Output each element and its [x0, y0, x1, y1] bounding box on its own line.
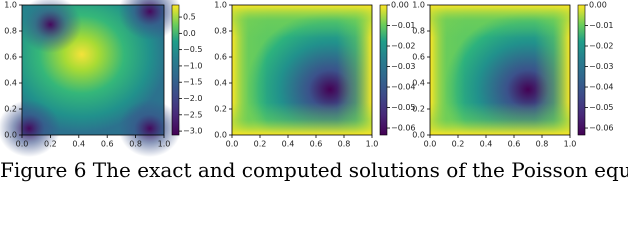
y-tick-label: 0.2 — [412, 105, 425, 114]
y-tick-label: 0.4 — [412, 79, 425, 88]
page: {"chart_data": [ {"type": "heatmap", "st… — [0, 0, 628, 182]
colorbar-tick-label: −0.05 — [391, 103, 416, 112]
x-tick-label: 0.8 — [536, 140, 549, 149]
y-tick-label: 0.8 — [412, 27, 425, 36]
y-tick-label: 0.0 — [214, 131, 227, 140]
x-tick-label: 0.6 — [101, 140, 114, 149]
colorbar-tick-label: −2.5 — [183, 110, 202, 119]
colorbar-tick-label: −0.5 — [183, 45, 202, 54]
x-tick-label: 0.4 — [72, 140, 85, 149]
axes-frame — [231, 4, 373, 136]
colorbar-tick-label: −0.01 — [589, 21, 614, 30]
colorbar-tick-label: −0.05 — [589, 103, 614, 112]
axes-frame — [21, 4, 165, 136]
y-tick-label: 0.0 — [412, 131, 425, 140]
colorbar — [171, 4, 180, 136]
x-tick-label: 0.8 — [338, 140, 351, 149]
colorbar-tick-label: −0.02 — [391, 42, 416, 51]
x-tick-label: 1.0 — [564, 140, 577, 149]
colorbar-tick-label: −0.03 — [391, 62, 416, 71]
y-tick-label: 0.6 — [4, 53, 17, 62]
x-tick-label: 0.2 — [452, 140, 465, 149]
colorbar-tick-label: −0.04 — [391, 83, 416, 92]
caption: Figure 6 The exact and computed solution… — [0, 158, 628, 182]
x-tick-label: 0.6 — [310, 140, 323, 149]
y-tick-label: 0.4 — [4, 79, 17, 88]
colorbar-tick-label: −0.02 — [589, 42, 614, 51]
heatmap-edge — [232, 5, 372, 135]
y-tick-label: 0.2 — [214, 105, 227, 114]
x-tick-label: 0.8 — [129, 140, 142, 149]
x-tick-label: 0.0 — [16, 140, 29, 149]
y-tick-label: 0.4 — [214, 79, 227, 88]
colorbar-tick-label: −0.04 — [589, 83, 614, 92]
axes-frame — [429, 4, 571, 136]
colorbar-tick-label: −0.03 — [589, 62, 614, 71]
y-tick-label: 0.8 — [214, 27, 227, 36]
colorbar-tick-label: 0.00 — [391, 1, 409, 10]
colorbar — [379, 4, 388, 136]
heatmap-shade — [19, 0, 82, 54]
figure: 0.0 0.2 0.4 0.6 0.8 1.0 0.0 0.2 0.4 0.6 0.8 1.0 0.5 0… — [0, 0, 614, 158]
colorbar-tick-label: −1.0 — [183, 61, 202, 70]
x-tick-label: 0.0 — [226, 140, 239, 149]
y-tick-label: 0.0 — [4, 131, 17, 140]
colorbar-tick-label: −1.5 — [183, 78, 202, 87]
colorbar-tick-label: −2.0 — [183, 94, 202, 103]
y-tick-label: 0.6 — [412, 53, 425, 62]
x-tick-label: 0.4 — [480, 140, 493, 149]
x-tick-label: 0.0 — [424, 140, 437, 149]
colorbar-tick-label: −3.0 — [183, 127, 202, 136]
y-tick-label: 0.6 — [214, 53, 227, 62]
x-tick-label: 0.2 — [44, 140, 57, 149]
colorbar-tick-label: 0.5 — [183, 13, 196, 22]
y-tick-label: 1.0 — [4, 1, 17, 10]
y-tick-label: 1.0 — [412, 1, 425, 10]
heatmap-shade — [118, 99, 182, 158]
colorbar-tick-label: −0.06 — [391, 124, 416, 133]
heatmap-edge — [430, 5, 570, 135]
x-tick-label: 0.2 — [254, 140, 267, 149]
x-tick-label: 1.0 — [158, 140, 171, 149]
colorbar-tick-label: −0.01 — [391, 21, 416, 30]
heatmap-shade — [0, 99, 61, 158]
x-tick-label: 0.6 — [508, 140, 521, 149]
y-tick-label: 0.2 — [4, 105, 17, 114]
x-tick-label: 0.4 — [282, 140, 295, 149]
x-tick-label: 1.0 — [366, 140, 379, 149]
colorbar-tick-label: −0.06 — [589, 124, 614, 133]
colorbar-tick-label: 0.0 — [183, 29, 196, 38]
y-tick-label: 1.0 — [214, 1, 227, 10]
y-tick-label: 0.8 — [4, 27, 17, 36]
colorbar-tick-label: 0.00 — [589, 1, 607, 10]
heatmap-shade — [118, 0, 182, 41]
colorbar — [577, 4, 586, 136]
